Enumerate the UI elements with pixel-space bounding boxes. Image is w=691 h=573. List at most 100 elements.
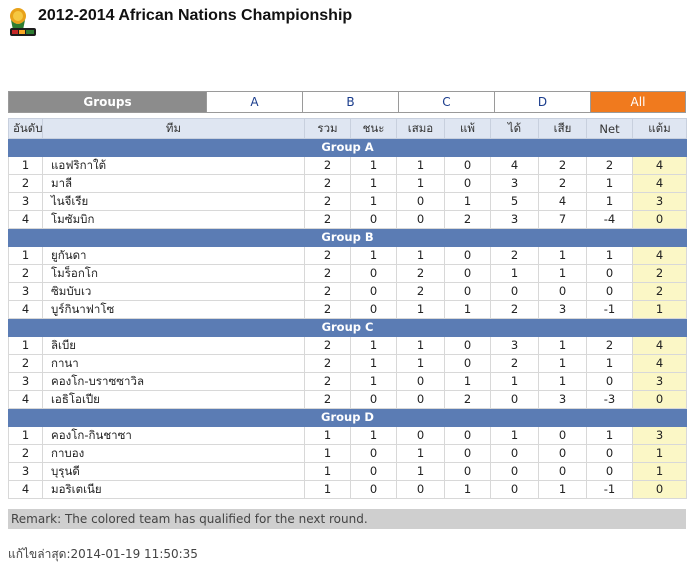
cell-goal-difference: 0 bbox=[586, 462, 633, 481]
table-row: 3 ไนจีเรีย 2 1 0 1 5 4 1 3 bbox=[8, 192, 687, 211]
cell-goal-difference: -1 bbox=[586, 480, 633, 499]
cell-drawn: 0 bbox=[396, 372, 445, 391]
cell-goal-difference: 0 bbox=[586, 444, 633, 463]
cell-rank: 1 bbox=[8, 156, 43, 175]
cell-goals-against: 1 bbox=[538, 354, 587, 373]
table-row: 4 บูร์กินาฟาโซ 2 0 1 1 2 3 -1 1 bbox=[8, 300, 687, 319]
cell-team: ลิเบีย bbox=[42, 336, 305, 355]
cell-points: 0 bbox=[632, 480, 687, 499]
cell-won: 0 bbox=[350, 444, 397, 463]
group-header-row: Group A bbox=[8, 138, 687, 157]
tab-group-d[interactable]: D bbox=[495, 92, 591, 112]
table-row: 2 กาบอง 1 0 1 0 0 0 0 1 bbox=[8, 444, 687, 463]
cell-played: 2 bbox=[304, 264, 351, 283]
cell-team: กาบอง bbox=[42, 444, 305, 463]
tab-group-c[interactable]: C bbox=[399, 92, 495, 112]
cell-lost: 2 bbox=[444, 390, 491, 409]
cell-lost: 2 bbox=[444, 210, 491, 229]
group-tabs: Groups A B C D All bbox=[8, 91, 686, 113]
cell-lost: 0 bbox=[444, 354, 491, 373]
cell-goals-for: 1 bbox=[490, 426, 539, 445]
cell-points: 4 bbox=[632, 246, 687, 265]
column-header-played: รวม bbox=[304, 118, 351, 139]
cell-drawn: 2 bbox=[396, 264, 445, 283]
cell-goal-difference: 2 bbox=[586, 156, 633, 175]
cell-played: 2 bbox=[304, 336, 351, 355]
cell-won: 1 bbox=[350, 246, 397, 265]
cell-won: 1 bbox=[350, 426, 397, 445]
cell-drawn: 1 bbox=[396, 444, 445, 463]
cell-goal-difference: 0 bbox=[586, 372, 633, 391]
cell-points: 3 bbox=[632, 192, 687, 211]
cell-team: โมซัมบิก bbox=[42, 210, 305, 229]
cell-played: 2 bbox=[304, 390, 351, 409]
cell-goals-for: 2 bbox=[490, 300, 539, 319]
cell-drawn: 0 bbox=[396, 390, 445, 409]
column-header-points: แต้ม bbox=[632, 118, 687, 139]
tab-group-b[interactable]: B bbox=[303, 92, 399, 112]
last-updated: แก้ไขล่าสุด:2014-01-19 11:50:35 bbox=[8, 547, 198, 561]
cell-played: 2 bbox=[304, 156, 351, 175]
tab-groups[interactable]: Groups bbox=[9, 92, 207, 112]
cell-lost: 0 bbox=[444, 174, 491, 193]
cell-points: 1 bbox=[632, 444, 687, 463]
tab-group-a[interactable]: A bbox=[207, 92, 303, 112]
cell-drawn: 1 bbox=[396, 336, 445, 355]
column-header-won: ชนะ bbox=[350, 118, 397, 139]
cell-goals-against: 0 bbox=[538, 426, 587, 445]
cell-goals-against: 0 bbox=[538, 462, 587, 481]
cell-rank: 1 bbox=[8, 246, 43, 265]
cell-won: 0 bbox=[350, 390, 397, 409]
cell-goals-for: 2 bbox=[490, 246, 539, 265]
cell-points: 4 bbox=[632, 156, 687, 175]
cell-won: 1 bbox=[350, 192, 397, 211]
cell-team: บุรุนดี bbox=[42, 462, 305, 481]
cell-goals-against: 3 bbox=[538, 390, 587, 409]
cell-goals-for: 3 bbox=[490, 174, 539, 193]
cell-rank: 4 bbox=[8, 210, 43, 229]
cell-points: 0 bbox=[632, 210, 687, 229]
cell-played: 2 bbox=[304, 372, 351, 391]
cell-team: ยูกันดา bbox=[42, 246, 305, 265]
cell-team: คองโก-บราซซาวิล bbox=[42, 372, 305, 391]
group-header-row: Group C bbox=[8, 318, 687, 337]
cell-rank: 4 bbox=[8, 390, 43, 409]
cell-points: 0 bbox=[632, 390, 687, 409]
cell-team: โมร็อกโก bbox=[42, 264, 305, 283]
cell-rank: 2 bbox=[8, 444, 43, 463]
cell-goal-difference: 1 bbox=[586, 174, 633, 193]
cell-goals-for: 2 bbox=[490, 354, 539, 373]
cell-played: 2 bbox=[304, 300, 351, 319]
table-row: 3 ซิมบับเว 2 0 2 0 0 0 0 2 bbox=[8, 282, 687, 301]
cell-drawn: 0 bbox=[396, 426, 445, 445]
tab-all[interactable]: All bbox=[591, 92, 685, 112]
group-header-row: Group D bbox=[8, 408, 687, 427]
table-row: 2 มาลี 2 1 1 0 3 2 1 4 bbox=[8, 174, 687, 193]
cell-goals-for: 3 bbox=[490, 336, 539, 355]
cell-goals-for: 0 bbox=[490, 282, 539, 301]
cell-drawn: 1 bbox=[396, 300, 445, 319]
cell-goals-for: 4 bbox=[490, 156, 539, 175]
cell-drawn: 0 bbox=[396, 480, 445, 499]
cell-team: ไนจีเรีย bbox=[42, 192, 305, 211]
cell-played: 2 bbox=[304, 192, 351, 211]
cell-goals-against: 7 bbox=[538, 210, 587, 229]
cell-played: 1 bbox=[304, 426, 351, 445]
cell-points: 1 bbox=[632, 300, 687, 319]
cell-won: 1 bbox=[350, 156, 397, 175]
cell-played: 2 bbox=[304, 174, 351, 193]
cell-lost: 0 bbox=[444, 336, 491, 355]
cell-rank: 2 bbox=[8, 264, 43, 283]
cell-goal-difference: 1 bbox=[586, 426, 633, 445]
cell-rank: 3 bbox=[8, 282, 43, 301]
cell-team: แอฟริกาใต้ bbox=[42, 156, 305, 175]
cell-lost: 0 bbox=[444, 426, 491, 445]
cell-goals-against: 3 bbox=[538, 300, 587, 319]
cell-won: 0 bbox=[350, 300, 397, 319]
cell-drawn: 2 bbox=[396, 282, 445, 301]
cell-lost: 1 bbox=[444, 372, 491, 391]
cell-lost: 0 bbox=[444, 264, 491, 283]
cell-goals-for: 3 bbox=[490, 210, 539, 229]
cell-goals-against: 4 bbox=[538, 192, 587, 211]
cell-goals-for: 0 bbox=[490, 480, 539, 499]
